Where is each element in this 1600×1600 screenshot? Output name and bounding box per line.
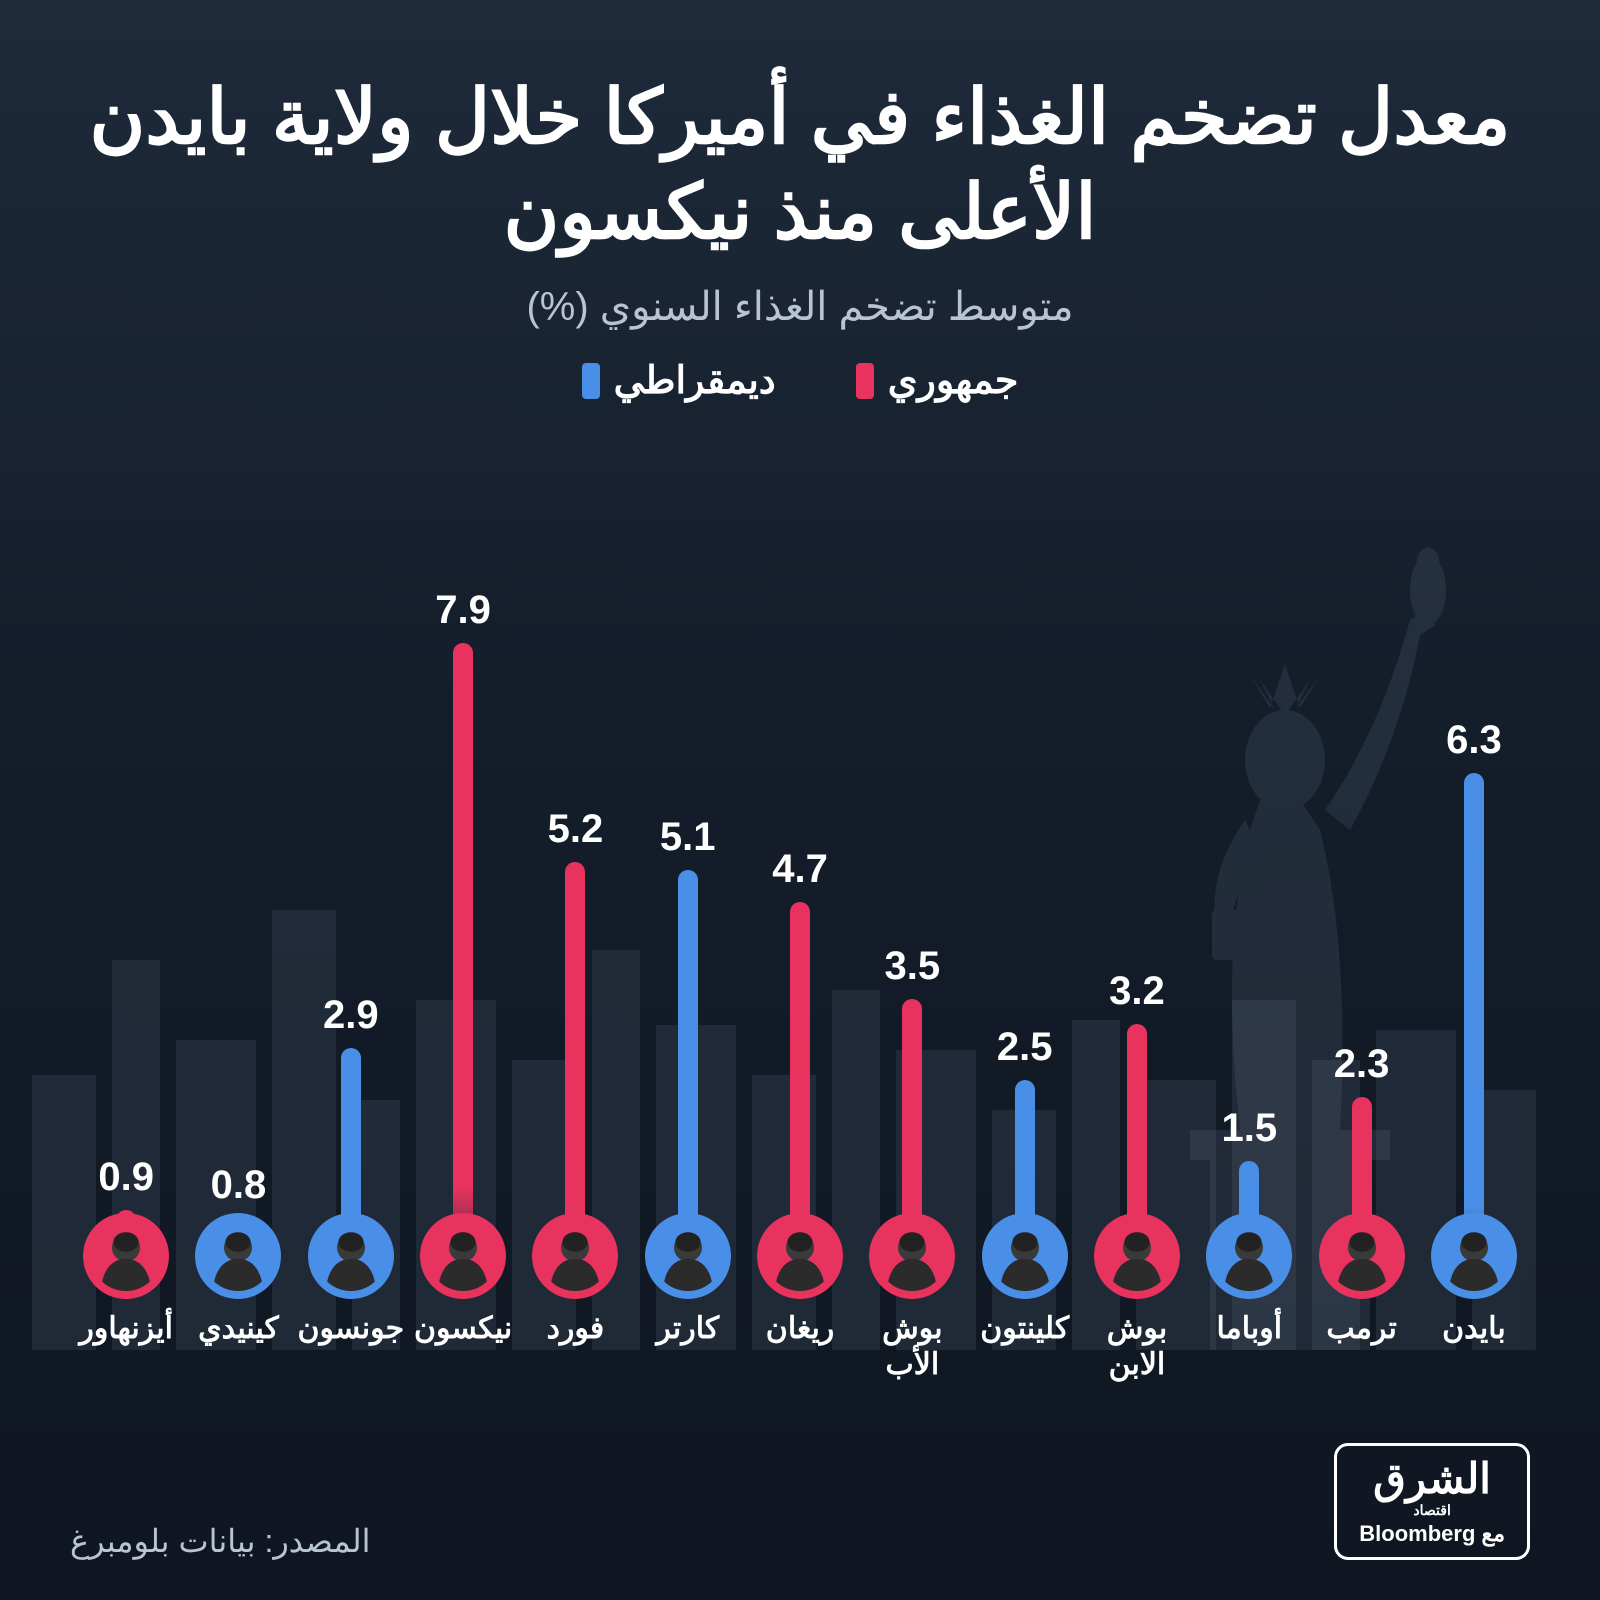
logo-main: الشرق bbox=[1373, 1458, 1491, 1500]
president-name: كلينتون bbox=[980, 1311, 1069, 1347]
president-col: كينيدي bbox=[182, 1213, 294, 1383]
president-col: كارتر bbox=[632, 1213, 744, 1383]
president-avatar bbox=[1431, 1213, 1517, 1299]
chart-area: 0.90.82.97.95.25.14.73.52.53.21.52.36.3 … bbox=[70, 443, 1530, 1443]
president-col: فورد bbox=[519, 1213, 631, 1383]
president-name: جونسون bbox=[297, 1311, 404, 1347]
president-col: نيكسون bbox=[407, 1213, 519, 1383]
president-avatar bbox=[757, 1213, 843, 1299]
bar-value-label: 4.7 bbox=[772, 847, 828, 892]
footer: الشرق اقتصاد Bloomberg مع المصدر: بيانات… bbox=[50, 1443, 1550, 1560]
bar-value-label: 1.5 bbox=[1221, 1106, 1277, 1151]
bar-value-label: 2.9 bbox=[323, 993, 379, 1038]
president-name: أوباما bbox=[1217, 1311, 1283, 1347]
president-col: بايدن bbox=[1418, 1213, 1530, 1383]
bar-value-label: 3.2 bbox=[1109, 969, 1165, 1014]
president-name: بوش الأب bbox=[882, 1311, 942, 1383]
president-name: ترمب bbox=[1326, 1311, 1396, 1347]
president-avatar bbox=[869, 1213, 955, 1299]
bar-col: 7.9 bbox=[407, 588, 519, 1283]
president-name: بايدن bbox=[1442, 1311, 1506, 1347]
bar-col: 6.3 bbox=[1418, 718, 1530, 1283]
president-col: بوش الابن bbox=[1081, 1213, 1193, 1383]
president-name: أيزنهاور bbox=[79, 1311, 173, 1347]
president-avatar bbox=[1094, 1213, 1180, 1299]
bar-value-label: 7.9 bbox=[435, 588, 491, 633]
president-col: ترمب bbox=[1305, 1213, 1417, 1383]
president-avatar bbox=[1319, 1213, 1405, 1299]
legend-swatch-democrat bbox=[582, 363, 600, 399]
president-avatar bbox=[532, 1213, 618, 1299]
publisher-logo: الشرق اقتصاد Bloomberg مع bbox=[1334, 1443, 1530, 1560]
president-col: جونسون bbox=[295, 1213, 407, 1383]
bar bbox=[453, 643, 473, 1283]
president-avatar bbox=[195, 1213, 281, 1299]
president-avatar bbox=[645, 1213, 731, 1299]
bar-value-label: 2.5 bbox=[997, 1025, 1053, 1070]
president-name: كارتر bbox=[656, 1311, 719, 1347]
president-avatar bbox=[982, 1213, 1068, 1299]
logo-sub1: اقتصاد bbox=[1413, 1502, 1450, 1519]
bar-value-label: 5.2 bbox=[548, 807, 604, 852]
president-col: كلينتون bbox=[969, 1213, 1081, 1383]
data-source: المصدر: بيانات بلومبرغ bbox=[70, 1522, 370, 1560]
legend-republican: جمهوري bbox=[856, 358, 1019, 403]
bar-value-label: 6.3 bbox=[1446, 718, 1502, 763]
legend-democrat: ديمقراطي bbox=[582, 358, 776, 403]
president-name: كينيدي bbox=[198, 1311, 279, 1347]
president-name: ريغان bbox=[766, 1311, 834, 1347]
president-col: أيزنهاور bbox=[70, 1213, 182, 1383]
president-avatar bbox=[83, 1213, 169, 1299]
chart-title: معدل تضخم الغذاء في أميركا خلال ولاية با… bbox=[50, 70, 1550, 260]
president-name: فورد bbox=[547, 1311, 605, 1347]
bar bbox=[1464, 773, 1484, 1283]
bar-value-label: 5.1 bbox=[660, 815, 716, 860]
president-col: أوباما bbox=[1193, 1213, 1305, 1383]
president-avatar bbox=[308, 1213, 394, 1299]
president-col: بوش الأب bbox=[856, 1213, 968, 1383]
president-avatar bbox=[420, 1213, 506, 1299]
legend-label-democrat: ديمقراطي bbox=[614, 358, 776, 403]
president-name: نيكسون bbox=[414, 1311, 512, 1347]
logo-sub2: Bloomberg مع bbox=[1359, 1521, 1505, 1547]
president-col: ريغان bbox=[744, 1213, 856, 1383]
president-avatar bbox=[1206, 1213, 1292, 1299]
bar-value-label: 2.3 bbox=[1334, 1042, 1390, 1087]
bar-value-label: 3.5 bbox=[885, 944, 941, 989]
chart-subtitle: متوسط تضخم الغذاء السنوي (%) bbox=[50, 284, 1550, 330]
legend-swatch-republican bbox=[856, 363, 874, 399]
president-name: بوش الابن bbox=[1107, 1311, 1167, 1383]
legend-label-republican: جمهوري bbox=[888, 358, 1019, 403]
legend: ديمقراطي جمهوري bbox=[50, 358, 1550, 403]
avatar-row: أيزنهاور كينيدي جونسون نيكسون فورد كارتر ريغان… bbox=[70, 1213, 1530, 1383]
bars-row: 0.9 0.8 2.9 7.9 5.2 5.1 4.7 3.5 2.5 3.2 1.5 2.3 6.3 bbox=[70, 583, 1530, 1283]
bar-value-label: 0.8 bbox=[211, 1163, 267, 1208]
content-wrapper: معدل تضخم الغذاء في أميركا خلال ولاية با… bbox=[0, 0, 1600, 1600]
bar-col: 5.2 bbox=[519, 807, 631, 1283]
bar-value-label: 0.9 bbox=[98, 1155, 154, 1200]
